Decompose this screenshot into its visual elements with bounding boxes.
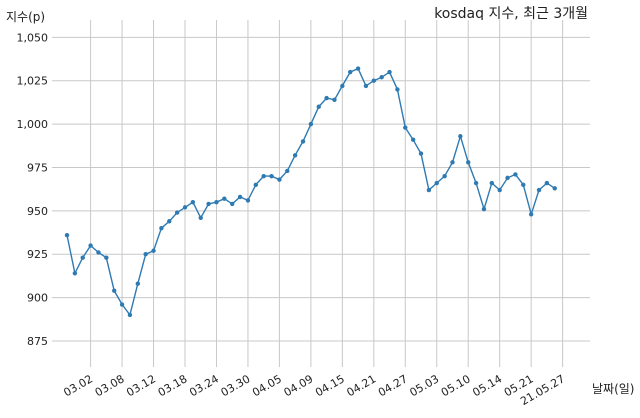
data-point [363, 83, 369, 89]
data-point [426, 187, 432, 193]
x-tick-label: 05.10 [439, 372, 473, 399]
y-tick-label: 925 [27, 248, 48, 261]
data-point [222, 196, 227, 201]
data-point [332, 97, 337, 103]
x-tick-label: 04.09 [282, 372, 316, 399]
x-tick-label: 03.02 [61, 372, 95, 399]
y-tick-label: 1,050 [17, 31, 49, 44]
data-point [104, 255, 109, 260]
x-tick-label: 04.05 [250, 372, 284, 399]
x-tick-label: 03.30 [219, 372, 253, 399]
data-point [80, 255, 85, 260]
data-point [473, 180, 479, 186]
x-tick-label: 04.21 [345, 372, 379, 399]
data-point [143, 252, 148, 257]
data-point [450, 160, 455, 165]
x-tick-label: 04.15 [313, 372, 347, 399]
data-point [466, 160, 471, 165]
y-tick-label: 1,000 [17, 118, 49, 131]
data-point [182, 205, 188, 210]
data-point [521, 182, 526, 188]
data-point [418, 151, 424, 156]
data-point [489, 180, 495, 186]
data-point [206, 201, 211, 207]
x-tick-label: 05.03 [407, 372, 441, 399]
data-point [434, 180, 439, 186]
data-point [497, 187, 502, 193]
data-point [190, 199, 196, 205]
data-point [127, 312, 133, 318]
data-point [245, 198, 251, 203]
x-tick-label: 03.12 [124, 372, 158, 399]
data-point [72, 271, 78, 276]
data-point [410, 137, 416, 142]
data-point [544, 180, 550, 186]
data-point [316, 104, 321, 109]
data-point [552, 186, 557, 191]
data-point [379, 75, 384, 80]
data-point [528, 212, 534, 217]
data-point [230, 201, 235, 207]
y-tick-label: 900 [27, 292, 48, 305]
data-point [151, 248, 156, 253]
data-point [505, 175, 510, 181]
data-point [198, 215, 203, 220]
series-kosdaq [64, 66, 557, 318]
data-point [112, 288, 117, 293]
y-tick-label: 875 [27, 335, 48, 348]
y-tick-label: 950 [27, 205, 48, 218]
data-point [88, 243, 93, 248]
y-tick-label: 1,025 [17, 75, 49, 88]
chart-title: kosdaq 지수, 최근 3개월 [434, 6, 588, 22]
x-tick-label: 03.24 [187, 372, 221, 399]
data-point [214, 199, 219, 205]
data-point [300, 139, 306, 144]
x-axis-ticks: 03.0203.0803.1203.1803.2403.3004.0504.09… [61, 372, 567, 408]
data-point [395, 87, 400, 92]
data-point [261, 173, 266, 179]
data-point [442, 173, 447, 179]
x-axis-label: 날짜(일) [592, 382, 635, 396]
data-point [64, 232, 70, 238]
data-point [536, 187, 542, 193]
data-point [237, 194, 243, 200]
grid [52, 20, 590, 367]
data-point [387, 69, 392, 75]
data-point [513, 172, 518, 177]
data-point [355, 66, 361, 71]
x-tick-label: 05.14 [470, 372, 504, 399]
data-point [269, 173, 274, 179]
data-point [96, 250, 101, 255]
y-axis-label: 지수(p) [6, 10, 46, 24]
data-point [159, 226, 164, 231]
data-point [458, 134, 463, 139]
x-tick-label: 04.27 [376, 372, 410, 399]
data-point [308, 121, 314, 127]
data-point [135, 281, 141, 286]
data-point [371, 78, 377, 83]
data-point [167, 219, 172, 224]
y-tick-label: 975 [27, 161, 48, 174]
data-point [340, 83, 345, 89]
data-point [403, 125, 408, 130]
data-point [277, 177, 282, 182]
data-point [119, 302, 125, 307]
data-point [253, 182, 259, 188]
data-point [348, 69, 353, 75]
data-point [481, 206, 487, 212]
data-point [174, 210, 180, 215]
y-axis-ticks: 875 900 925 950 975 1,000 1,025 1,050 [17, 31, 49, 348]
x-tick-label: 03.18 [156, 372, 190, 399]
data-point [324, 95, 329, 101]
data-point [285, 168, 290, 174]
x-tick-label: 03.08 [93, 372, 127, 399]
data-point [292, 153, 298, 158]
plot-area [52, 20, 590, 367]
